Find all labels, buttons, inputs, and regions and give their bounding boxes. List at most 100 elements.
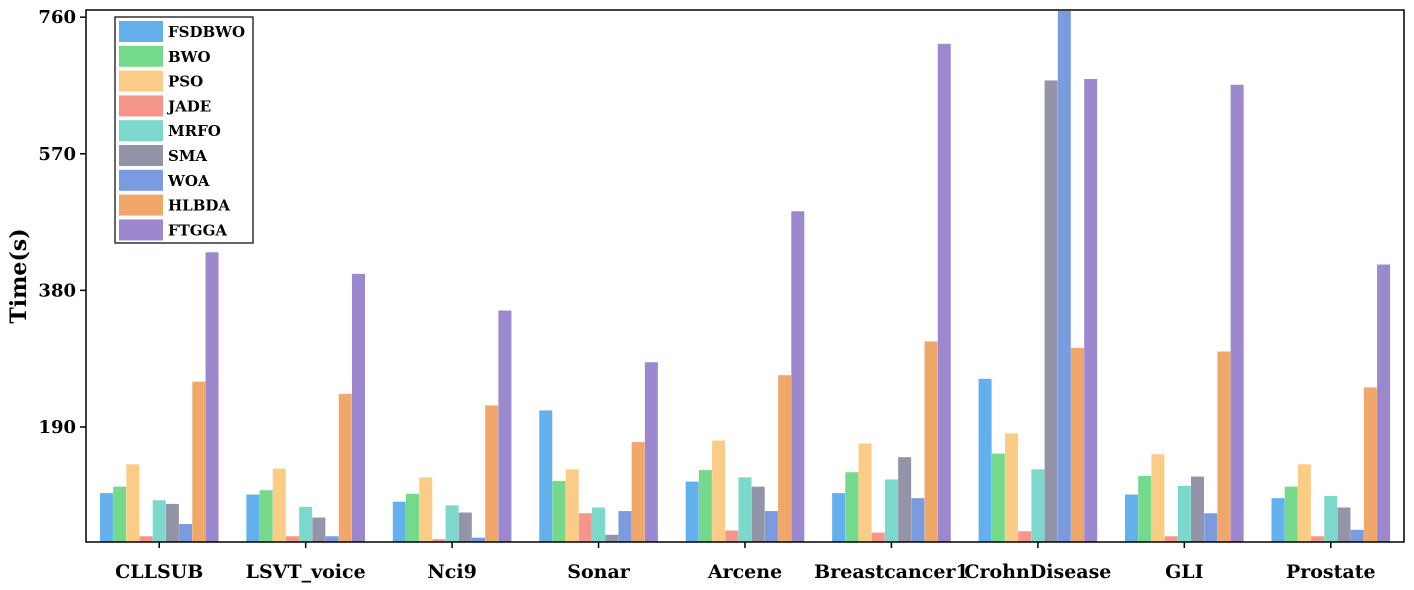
bar-hlbda-breastcancer1	[924, 341, 938, 542]
legend-swatch-sma	[119, 145, 163, 166]
bar-jade-prostate	[1311, 536, 1325, 542]
legend-label-fsdbwo: FSDBWO	[168, 23, 245, 41]
bar-pso-gli	[1151, 454, 1165, 542]
bar-pso-crohndisease	[1004, 433, 1018, 542]
legend-label-pso: PSO	[168, 73, 203, 91]
x-tick-label-gli: GLI	[1165, 561, 1204, 583]
bar-mrfo-arcene	[738, 477, 752, 542]
x-tick-label-nci9: Nci9	[427, 561, 476, 583]
bar-fsdbwo-arcene	[685, 481, 699, 542]
bar-hlbda-prostate	[1363, 387, 1377, 542]
bar-woa-breastcancer1	[911, 498, 925, 542]
bar-jade-cllsub	[139, 536, 153, 542]
bar-mrfo-gli	[1177, 485, 1191, 542]
bar-sma-gli	[1191, 476, 1205, 542]
bar-pso-prostate	[1297, 464, 1311, 542]
bar-mrfo-lsvt_voice	[299, 506, 313, 542]
bar-mrfo-crohndisease	[1031, 469, 1045, 542]
bar-ftgga-gli	[1230, 84, 1244, 543]
bar-pso-arcene	[712, 440, 726, 542]
bar-mrfo-nci9	[445, 505, 459, 542]
x-tick-label-cllsub: CLLSUB	[115, 561, 203, 583]
bar-bwo-breastcancer1	[845, 472, 859, 542]
bar-woa-sonar	[618, 511, 632, 542]
legend-swatch-mrfo	[119, 120, 163, 142]
legend-label-hlbda: HLBDA	[168, 197, 230, 215]
bar-bwo-gli	[1138, 475, 1152, 542]
y-tick-label: 380	[38, 280, 76, 301]
bar-jade-arcene	[725, 530, 739, 542]
bar-pso-nci9	[419, 477, 433, 542]
bar-pso-sonar	[565, 469, 579, 542]
bar-pso-cllsub	[126, 464, 140, 542]
bar-mrfo-prostate	[1324, 495, 1338, 542]
bar-woa-nci9	[472, 537, 486, 542]
legend-swatch-pso	[119, 70, 163, 92]
x-tick-label-sonar: Sonar	[567, 561, 631, 583]
plot-frame	[85, 9, 1405, 543]
bar-ftgga-prostate	[1377, 264, 1391, 542]
bar-bwo-cllsub	[113, 486, 127, 542]
legend: FSDBWO BWO PSO JADE MRFO SMA WOA HLBDA FTGGA	[114, 16, 254, 244]
bar-jade-nci9	[432, 539, 446, 542]
bar-sma-lsvt_voice	[312, 517, 326, 542]
bar-fsdbwo-crohndisease	[978, 378, 992, 542]
bar-ftgga-sonar	[644, 362, 658, 542]
bar-sma-cllsub	[165, 503, 179, 542]
bar-hlbda-nci9	[485, 405, 499, 542]
x-tick-label-breastcancer1: Breastcancer1	[814, 561, 969, 583]
bar-ftgga-lsvt_voice	[351, 273, 365, 542]
legend-label-mrfo: MRFO	[168, 122, 221, 140]
y-axis: 190 380 570 760	[38, 7, 86, 438]
legend-swatch-ftgga	[119, 219, 163, 241]
bar-fsdbwo-cllsub	[99, 493, 113, 542]
legend-swatch-bwo	[119, 45, 163, 67]
legend-swatch-woa	[119, 169, 163, 191]
bar-fsdbwo-breastcancer1	[832, 493, 846, 542]
bar-fsdbwo-prostate	[1271, 498, 1285, 542]
bar-mrfo-sonar	[592, 507, 606, 542]
legend-swatch-fsdbwo	[119, 21, 163, 42]
bar-hlbda-cllsub	[192, 381, 206, 542]
bar-woa-gli	[1204, 513, 1218, 542]
bar-woa-lsvt_voice	[325, 536, 339, 542]
bar-hlbda-gli	[1217, 351, 1231, 542]
legend-label-jade: JADE	[166, 97, 211, 115]
legend-label-bwo: BWO	[168, 48, 211, 66]
bar-mrfo-breastcancer1	[884, 479, 898, 542]
bar-sma-sonar	[605, 534, 619, 542]
bars-layer	[99, 11, 1391, 543]
y-tick-label: 190	[38, 417, 76, 438]
bar-bwo-crohndisease	[991, 453, 1005, 542]
legend-label-woa: WOA	[167, 172, 210, 190]
bar-hlbda-sonar	[631, 442, 645, 542]
bar-hlbda-lsvt_voice	[338, 393, 352, 542]
bar-woa-cllsub	[179, 524, 193, 542]
bar-pso-lsvt_voice	[272, 468, 286, 542]
bar-bwo-lsvt_voice	[259, 490, 273, 542]
bar-ftgga-arcene	[791, 211, 805, 543]
bar-woa-arcene	[764, 511, 778, 542]
bar-fsdbwo-nci9	[392, 501, 406, 542]
bar-jade-lsvt_voice	[285, 536, 299, 542]
bar-woa-crohndisease	[1057, 11, 1071, 542]
bar-jade-breastcancer1	[871, 532, 885, 542]
bar-ftgga-breastcancer1	[937, 43, 951, 542]
bar-woa-prostate	[1350, 529, 1364, 542]
bar-hlbda-arcene	[778, 375, 792, 542]
bar-sma-arcene	[751, 486, 765, 542]
legend-swatch-jade	[119, 95, 163, 117]
bar-mrfo-cllsub	[152, 500, 166, 542]
bar-sma-prostate	[1337, 507, 1351, 542]
y-tick-label: 760	[38, 7, 76, 28]
bar-jade-gli	[1164, 536, 1178, 542]
legend-label-sma: SMA	[168, 147, 207, 165]
x-tick-label-crohndisease: CrohnDisease	[964, 561, 1111, 583]
bar-jade-sonar	[578, 513, 592, 542]
bar-jade-crohndisease	[1018, 531, 1032, 542]
bar-sma-breastcancer1	[898, 457, 912, 542]
bar-bwo-arcene	[698, 470, 712, 542]
x-tick-label-arcene: Arcene	[707, 561, 782, 583]
x-tick-label-lsvt_voice: LSVT_voice	[246, 561, 366, 583]
